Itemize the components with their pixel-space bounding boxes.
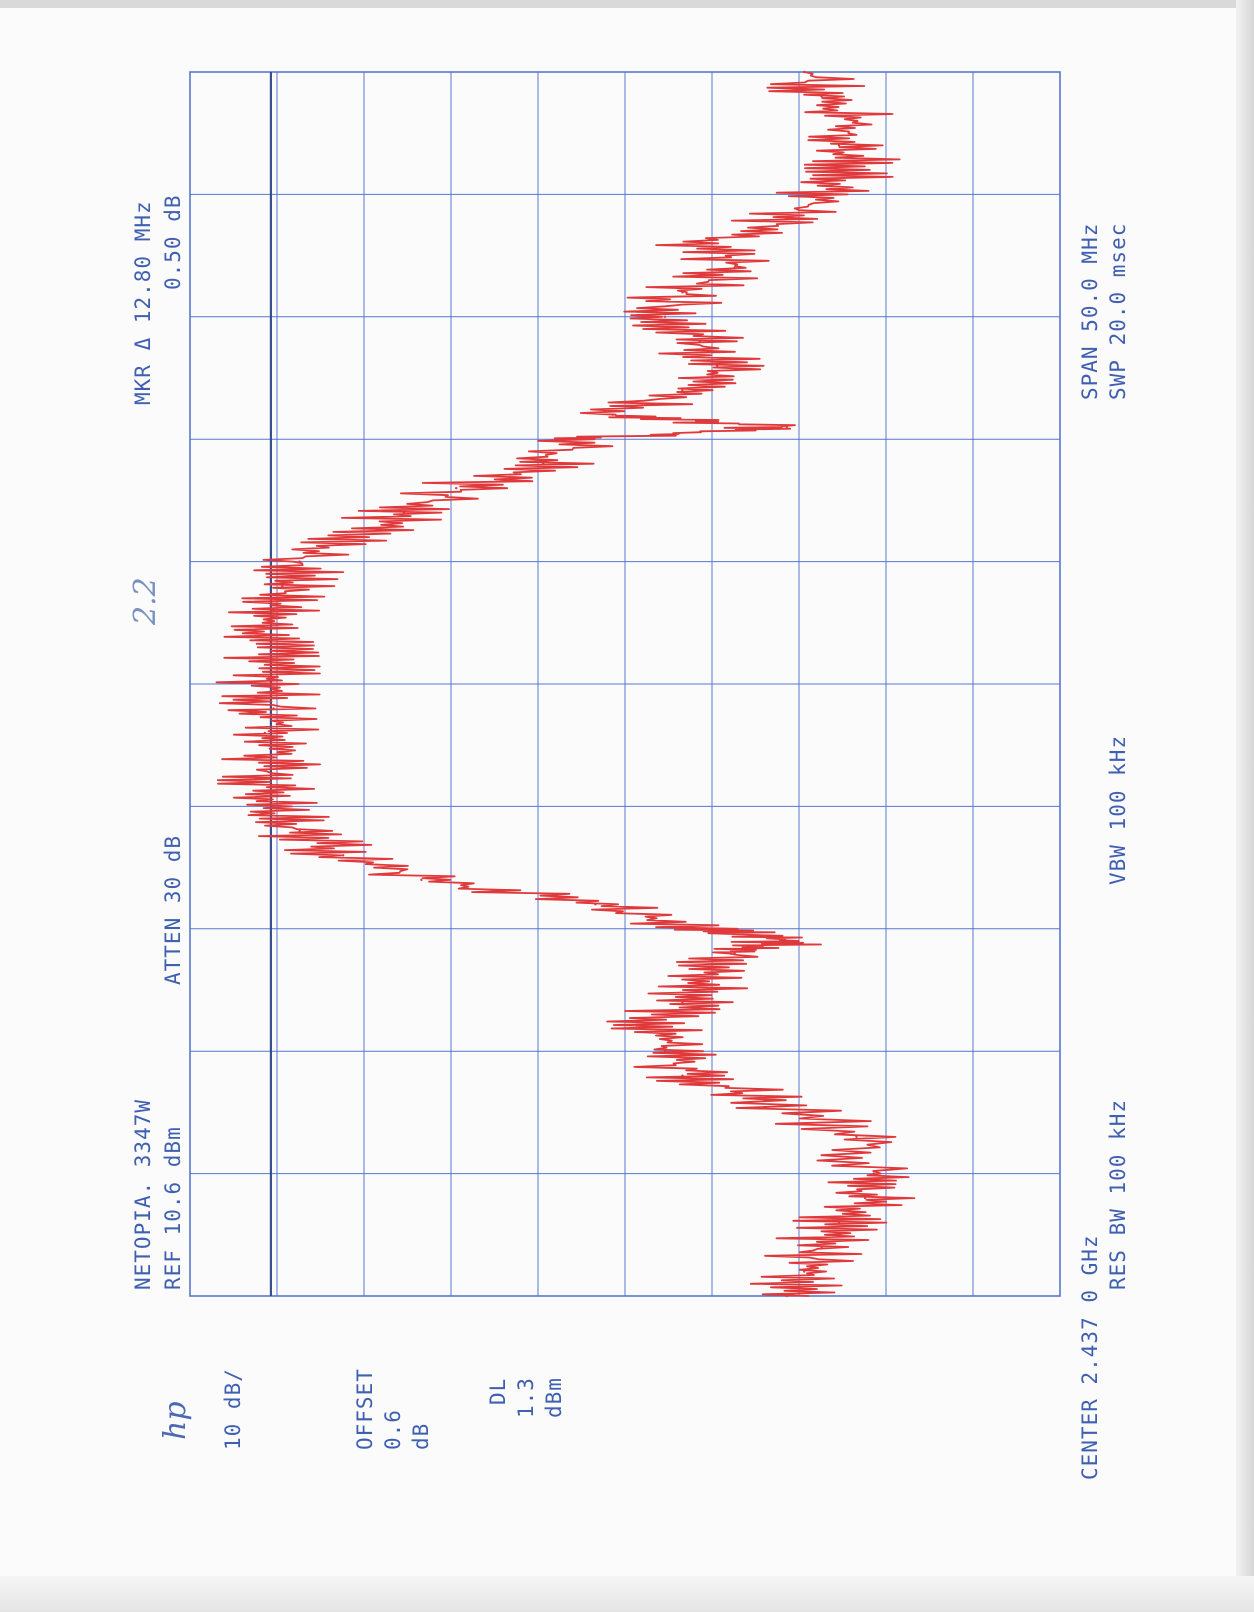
trace-point xyxy=(298,560,301,563)
trace-point xyxy=(263,780,267,784)
trace-point xyxy=(820,193,823,196)
trace-point xyxy=(785,425,789,429)
trace-point xyxy=(785,1294,789,1298)
trace-point xyxy=(681,389,684,392)
trace-point xyxy=(576,438,580,441)
trace-point xyxy=(820,95,823,98)
trace-point xyxy=(594,903,597,906)
offset-unit: dB xyxy=(409,1423,433,1450)
trace-point xyxy=(281,584,284,588)
trace-point xyxy=(611,413,615,416)
scan-edge-bottom xyxy=(0,1576,1254,1612)
trace-point xyxy=(455,486,458,490)
trace-point xyxy=(663,315,667,318)
display-line-value: 1.3 xyxy=(514,1377,538,1418)
trace-point xyxy=(298,829,301,833)
center-frequency-label: CENTER 2.437 0 GHz xyxy=(1078,1234,1102,1480)
trace-point xyxy=(272,707,275,710)
scan-edge-top xyxy=(0,0,1254,8)
trace-point xyxy=(803,70,806,74)
trace-point xyxy=(681,291,684,294)
trace-point xyxy=(863,1196,867,1200)
display-line-label: DL xyxy=(486,1378,510,1405)
trace-point xyxy=(698,242,702,245)
span-label: SPAN 50.0 MHz xyxy=(1078,223,1102,400)
trace-point xyxy=(272,609,275,612)
device-name-label: NETOPIA. 3347W xyxy=(131,1099,155,1290)
trace-point xyxy=(272,756,275,759)
trace-point xyxy=(872,1172,876,1175)
trace-point xyxy=(733,266,736,270)
trace-point xyxy=(837,1221,841,1224)
ref-level-label: REF 10.6 dBm xyxy=(161,1126,185,1290)
trace-point xyxy=(402,511,406,514)
trace-point xyxy=(785,939,789,943)
trace-point xyxy=(768,1098,771,1102)
trace-point xyxy=(646,1025,649,1028)
trace-point xyxy=(663,1050,667,1053)
trace-point xyxy=(681,1074,684,1077)
trace-point xyxy=(855,1135,858,1139)
display-line-unit: dBm xyxy=(542,1377,566,1418)
marker-frequency-label: MKR Δ 12.80 MHz xyxy=(131,200,155,405)
trace-point xyxy=(855,119,858,123)
trace-point xyxy=(820,1245,823,1249)
trace-point xyxy=(542,462,545,465)
handwritten-note: 2.2 xyxy=(128,577,163,626)
trace-point xyxy=(263,633,267,637)
offset-value: 0.6 xyxy=(381,1409,405,1450)
scan-edge-right xyxy=(1236,0,1254,1612)
trace-point xyxy=(272,805,275,808)
trace-point xyxy=(837,144,841,147)
trace-point xyxy=(698,340,702,343)
spectrum-trace xyxy=(215,70,916,1298)
trace-point xyxy=(855,168,858,172)
trace-point xyxy=(341,854,345,857)
trace-point xyxy=(716,976,719,979)
sweep-time-label: SWP 20.0 msec xyxy=(1106,223,1130,400)
trace-point xyxy=(263,682,267,686)
trace-point xyxy=(263,731,267,735)
spectrum-trace-line xyxy=(215,71,916,1297)
trace-point xyxy=(733,952,736,955)
hp-logo: hp xyxy=(158,1401,193,1440)
trace-point xyxy=(272,658,275,661)
offset-label: OFFSET xyxy=(353,1368,377,1450)
attenuation-label: ATTEN 30 dB xyxy=(161,835,185,985)
trace-point xyxy=(698,927,702,930)
trace-point xyxy=(803,1270,806,1273)
resolution-bandwidth-label: RES BW 100 kHz xyxy=(1106,1099,1130,1290)
trace-point xyxy=(681,1001,684,1004)
marker-level-label: 0.50 dB xyxy=(161,194,185,290)
plot-grid xyxy=(189,71,1061,1297)
trace-point xyxy=(420,878,423,882)
scale-per-div-label: 10 dB/ xyxy=(221,1368,245,1450)
trace-point xyxy=(716,364,719,367)
trace-point xyxy=(785,217,789,221)
video-bandwidth-label: VBW 100 kHz xyxy=(1106,735,1130,885)
trace-point xyxy=(350,535,354,539)
